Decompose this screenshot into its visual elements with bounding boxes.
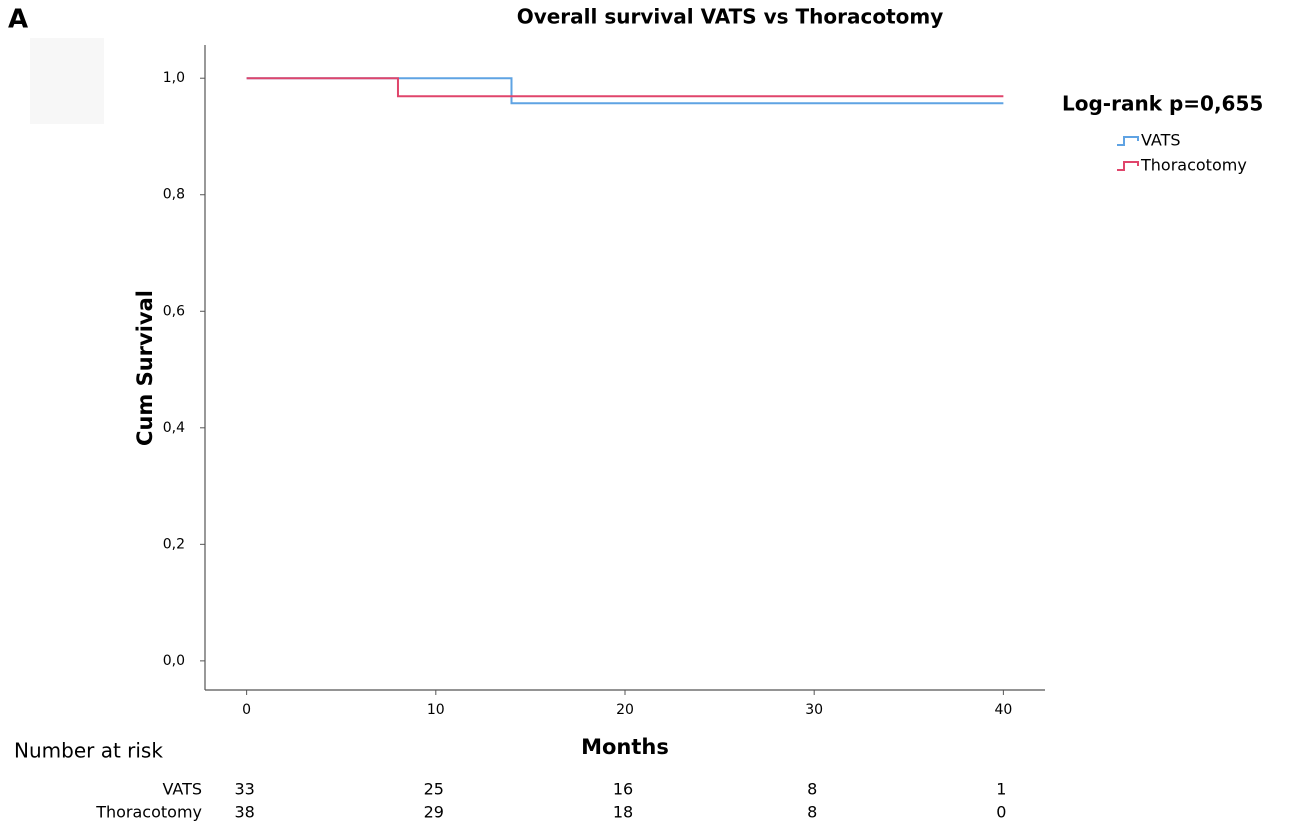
survival-curve [246, 77, 1004, 105]
risk-value: 38 [234, 803, 254, 822]
legend-label: Thoracotomy [1140, 156, 1247, 175]
y-tick-label: 0,8 [163, 187, 185, 203]
legend-label: VATS [1141, 131, 1181, 150]
y-tick-label: 0,6 [163, 303, 185, 319]
legend-title: Log-rank p=0,655 [1062, 92, 1263, 116]
y-tick-label: 0,4 [163, 420, 185, 436]
y-tick-label: 0,0 [163, 653, 185, 669]
x-tick-label: 30 [805, 702, 823, 718]
survival-curve [246, 77, 1004, 98]
placeholder-box [30, 38, 104, 124]
risk-value: 16 [613, 780, 633, 799]
risk-value: 8 [807, 803, 817, 822]
risk-table-title: Number at risk [14, 739, 163, 763]
risk-value: 0 [996, 803, 1006, 822]
risk-value: 18 [613, 803, 633, 822]
legend-swatch [1117, 136, 1139, 146]
x-tick-label: 20 [616, 702, 634, 718]
x-axis-label: Months [581, 735, 669, 759]
x-tick-label: 40 [994, 702, 1012, 718]
risk-row-name: VATS [162, 780, 202, 799]
risk-value: 29 [424, 803, 444, 822]
y-tick-label: 0,2 [163, 536, 185, 552]
risk-value: 8 [807, 780, 817, 799]
y-tick-label: 1,0 [163, 70, 185, 86]
risk-value: 25 [424, 780, 444, 799]
y-axis-label: Cum Survival [133, 290, 157, 446]
risk-row-name: Thoracotomy [95, 803, 202, 822]
x-tick-label: 0 [242, 702, 251, 718]
legend-swatch [1117, 161, 1139, 171]
risk-value: 33 [234, 780, 254, 799]
x-tick-label: 10 [427, 702, 445, 718]
risk-value: 1 [996, 780, 1006, 799]
panel-label: A [8, 5, 28, 35]
chart-title: Overall survival VATS vs Thoracotomy [517, 5, 944, 29]
